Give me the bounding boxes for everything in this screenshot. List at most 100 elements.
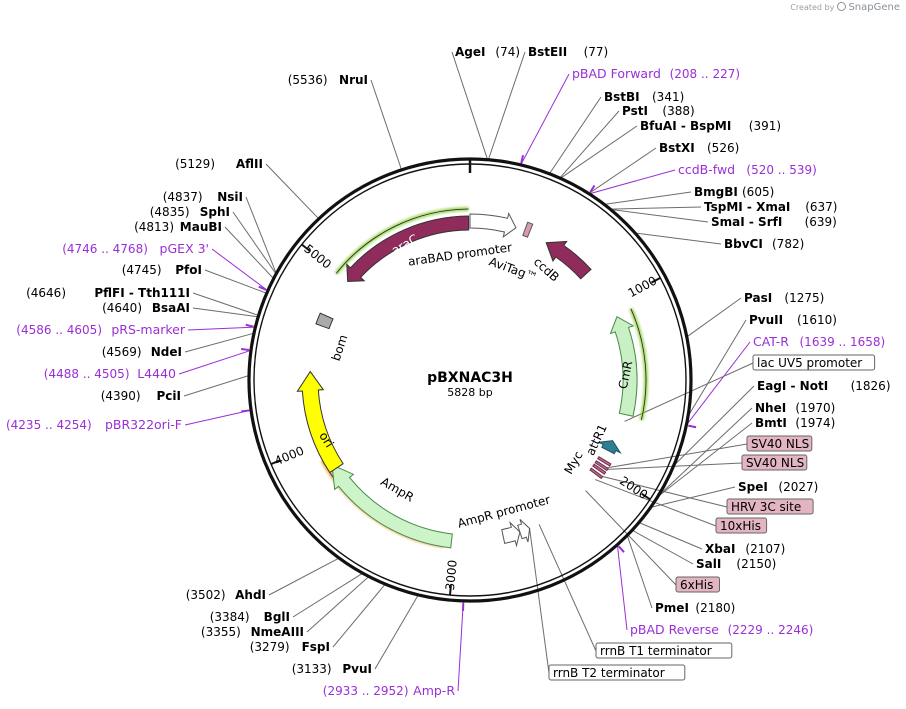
site-pfoi[interactable]: PfoI (4745) — [122, 263, 202, 277]
leader-line — [520, 73, 570, 166]
site-ahdi[interactable]: AhdI (3502) — [186, 588, 266, 602]
site-pvui[interactable]: PvuI (3133) — [292, 662, 372, 676]
feature-tag-mark[interactable] — [594, 460, 609, 472]
primer-prs-marker[interactable]: pRS-marker (4586 .. 4605) — [16, 322, 254, 337]
feature-ori[interactable] — [296, 370, 344, 474]
leader-line — [232, 211, 277, 275]
site-bgli[interactable]: BglI (3384) — [210, 610, 290, 624]
feature-rrnb-t1-terminator[interactable]: rrnB T1 terminator — [595, 642, 733, 659]
feature-cmr[interactable] — [609, 316, 638, 417]
site-bstbi[interactable]: BstBI (341) — [604, 90, 684, 104]
tick-label: 3000 — [443, 559, 460, 591]
site-spei[interactable]: SpeI (2027) — [738, 480, 818, 494]
label-name: PmeI — [655, 601, 689, 615]
site-pflfi-tth111i[interactable]: PflFI - Tth111I (4646) — [26, 286, 190, 300]
label-text: lac UV5 promoter — [757, 356, 862, 370]
site-bstxi[interactable]: BstXI (526) — [659, 141, 739, 155]
leader-line — [585, 490, 677, 586]
label-name: NruI — [339, 73, 368, 87]
leader-line — [487, 51, 526, 160]
leader-line — [559, 110, 620, 179]
site-bmgbi[interactable]: BmgBI (605) — [694, 185, 774, 199]
site-tspmi-xmai[interactable]: TspMI - XmaI (637) — [704, 200, 837, 214]
site-maubi[interactable]: MauBI (4813) — [134, 220, 222, 234]
site-psti[interactable]: PstI (388) — [622, 104, 695, 118]
site-ndei[interactable]: NdeI (4569) — [102, 345, 182, 359]
site-bsaai[interactable]: BsaAI (4640) — [102, 301, 190, 315]
cmr-primer-glow-line — [630, 308, 647, 421]
site-nmeaiii[interactable]: NmeAIII (3355) — [201, 625, 304, 639]
label-position: (341) — [652, 90, 684, 104]
feature-arabad-promoter[interactable] — [469, 211, 517, 238]
primer-mark — [258, 285, 267, 291]
site-nsii[interactable]: NsiI (4837) — [163, 190, 243, 204]
site-pcii[interactable]: PciI (4390) — [101, 389, 181, 403]
primer-cat-r[interactable]: CAT-R (1639 .. 1658) — [753, 334, 885, 349]
site-bbvci[interactable]: BbvCI (782) — [724, 237, 804, 251]
feature-arac[interactable] — [346, 215, 470, 283]
feature-6xhis[interactable]: 6xHis — [675, 576, 720, 593]
leader-line — [183, 374, 250, 397]
feature-10xhis[interactable]: 10xHis — [715, 517, 768, 534]
site-nhei[interactable]: NheI (1970) — [755, 401, 835, 415]
label-name: pBAD Forward — [572, 66, 661, 81]
label-position: (4745) — [122, 263, 162, 277]
label-position: (2180) — [695, 601, 735, 615]
primer-pbad-reverse[interactable]: pBAD Reverse (2229 .. 2246) — [630, 622, 813, 637]
site-xbai[interactable]: XbaI (2107) — [705, 542, 785, 556]
leader-line — [687, 319, 747, 417]
site-eagi-noti[interactable]: EagI - NotI (1826) — [757, 379, 891, 393]
site-nrui[interactable]: NruI (5536) — [288, 73, 368, 87]
label-position: (3384) — [210, 610, 250, 624]
leader-line — [529, 528, 550, 674]
feature-attr1[interactable] — [596, 440, 622, 455]
leader-line — [374, 594, 419, 670]
site-bmti[interactable]: BmtI (1974) — [755, 416, 835, 430]
feature-tag-mark[interactable] — [597, 456, 612, 467]
label-name: MauBI — [180, 220, 222, 234]
feature-tag-mark[interactable] — [589, 467, 604, 480]
primer-l4440[interactable]: L4440 (4488 .. 4505) — [44, 347, 250, 381]
label-name: BstBI — [604, 90, 640, 104]
feature-avitag[interactable] — [522, 221, 534, 238]
site-sphi[interactable]: SphI (4835) — [150, 205, 230, 219]
feature-sv40-nls[interactable]: SV40 NLS — [741, 454, 808, 471]
label-position: (1970) — [795, 401, 835, 415]
leader-line — [245, 196, 277, 274]
arac-primer-glow-line — [335, 208, 469, 274]
feature-ampr-promoter-2[interactable] — [517, 518, 531, 543]
feature-tag-mark[interactable] — [592, 463, 607, 475]
feature-ampr[interactable] — [331, 463, 453, 549]
primer-amp-r[interactable]: Amp-R (2933 .. 2952) — [323, 602, 465, 698]
site-aflii[interactable]: AflII (5129) — [175, 157, 263, 171]
label-name: PvuI — [342, 662, 372, 676]
label-name: PflFI - Tth111I — [94, 286, 190, 300]
feature-lac-uv5-promoter[interactable]: lac UV5 promoter — [752, 354, 876, 371]
label-position: (639) — [805, 215, 837, 229]
feature-hrv-3c-site[interactable]: HRV 3C site — [726, 498, 814, 515]
feature-sv40-nls[interactable]: SV40 NLS — [746, 435, 813, 452]
site-pvuii[interactable]: PvuII (1610) — [749, 313, 837, 327]
feature-rrnb-t2-terminator[interactable]: rrnB T2 terminator — [548, 664, 686, 681]
site-agei[interactable]: AgeI (74) — [455, 45, 520, 59]
primer-pbr322ori-f[interactable]: pBR322ori-F (4235 .. 4254) — [6, 409, 250, 432]
primer-ccdb-fwd[interactable]: ccdB-fwd (520 .. 539) — [678, 162, 817, 177]
site-pasi[interactable]: PasI (1275) — [744, 291, 824, 305]
site-sali[interactable]: SalI (2150) — [696, 557, 776, 571]
site-bfuai-bspmi[interactable]: BfuAI - BspMI (391) — [640, 119, 781, 133]
feature-ccdb[interactable] — [545, 240, 592, 280]
leader-line — [184, 332, 255, 353]
site-pmei[interactable]: PmeI (2180) — [655, 601, 735, 615]
primer-pbad-forward[interactable]: pBAD Forward (208 .. 227) — [572, 66, 740, 81]
primer-mark — [520, 154, 525, 164]
site-smai-srfi[interactable]: SmaI - SrfI (639) — [711, 215, 837, 229]
site-bsteii[interactable]: BstEII (77) — [528, 45, 608, 59]
label-name: SpeI — [738, 480, 768, 494]
feature-ampr-promoter[interactable] — [501, 520, 521, 548]
primer-pgex-3[interactable]: pGEX 3' (4746 .. 4768) — [62, 241, 267, 291]
site-fspi[interactable]: FspI (3279) — [250, 640, 330, 654]
label-name: AflII — [236, 157, 263, 171]
primer-mark — [617, 545, 625, 553]
feature-bom[interactable] — [315, 312, 334, 330]
label-position: (782) — [772, 237, 804, 251]
